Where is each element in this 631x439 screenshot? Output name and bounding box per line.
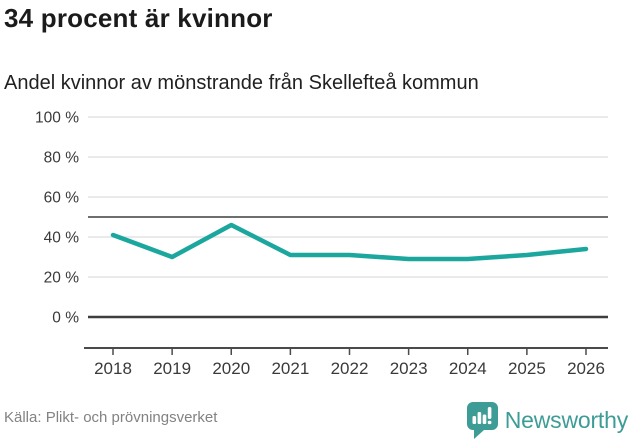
y-tick-label: 20 % <box>44 270 80 287</box>
logo-exclamation-dot <box>487 420 492 425</box>
y-tick-label: 40 % <box>44 230 80 247</box>
source-note: Källa: Plikt- och prövningsverket <box>4 409 218 426</box>
newsworthy-wordmark: Newsworthy <box>504 407 628 433</box>
logo-bar-3 <box>482 414 487 424</box>
logo-exclamation-bar <box>487 407 492 419</box>
y-tick-label: 60 % <box>44 190 80 207</box>
x-tick-label: 2025 <box>508 359 546 378</box>
chart-title: 34 procent är kvinnor <box>4 3 273 33</box>
chart-subtitle: Andel kvinnor av mönstrande från Skellef… <box>4 72 479 94</box>
x-tick-label: 2023 <box>390 359 428 378</box>
line-chart: 0 % 20 % 40 % 60 % 80 % 100 % 2018 2019 2020 2021… <box>35 110 608 378</box>
logo-bar-1 <box>472 416 476 424</box>
x-tick-label: 2019 <box>153 359 191 378</box>
logo-bar-2 <box>477 412 481 424</box>
y-tick-label: 0 % <box>52 310 79 327</box>
newsworthy-logo: Newsworthy <box>466 402 628 439</box>
x-tick-label: 2022 <box>331 359 369 378</box>
x-tick-label: 2018 <box>94 359 132 378</box>
x-tick-label: 2021 <box>271 359 309 378</box>
x-tick-label: 2020 <box>212 359 250 378</box>
x-tick-label: 2024 <box>449 359 487 378</box>
y-tick-label: 100 % <box>35 110 79 127</box>
x-tick-label: 2026 <box>567 359 605 378</box>
data-line <box>110 222 589 262</box>
newsworthy-icon <box>466 402 498 439</box>
y-tick-label: 80 % <box>44 150 80 167</box>
